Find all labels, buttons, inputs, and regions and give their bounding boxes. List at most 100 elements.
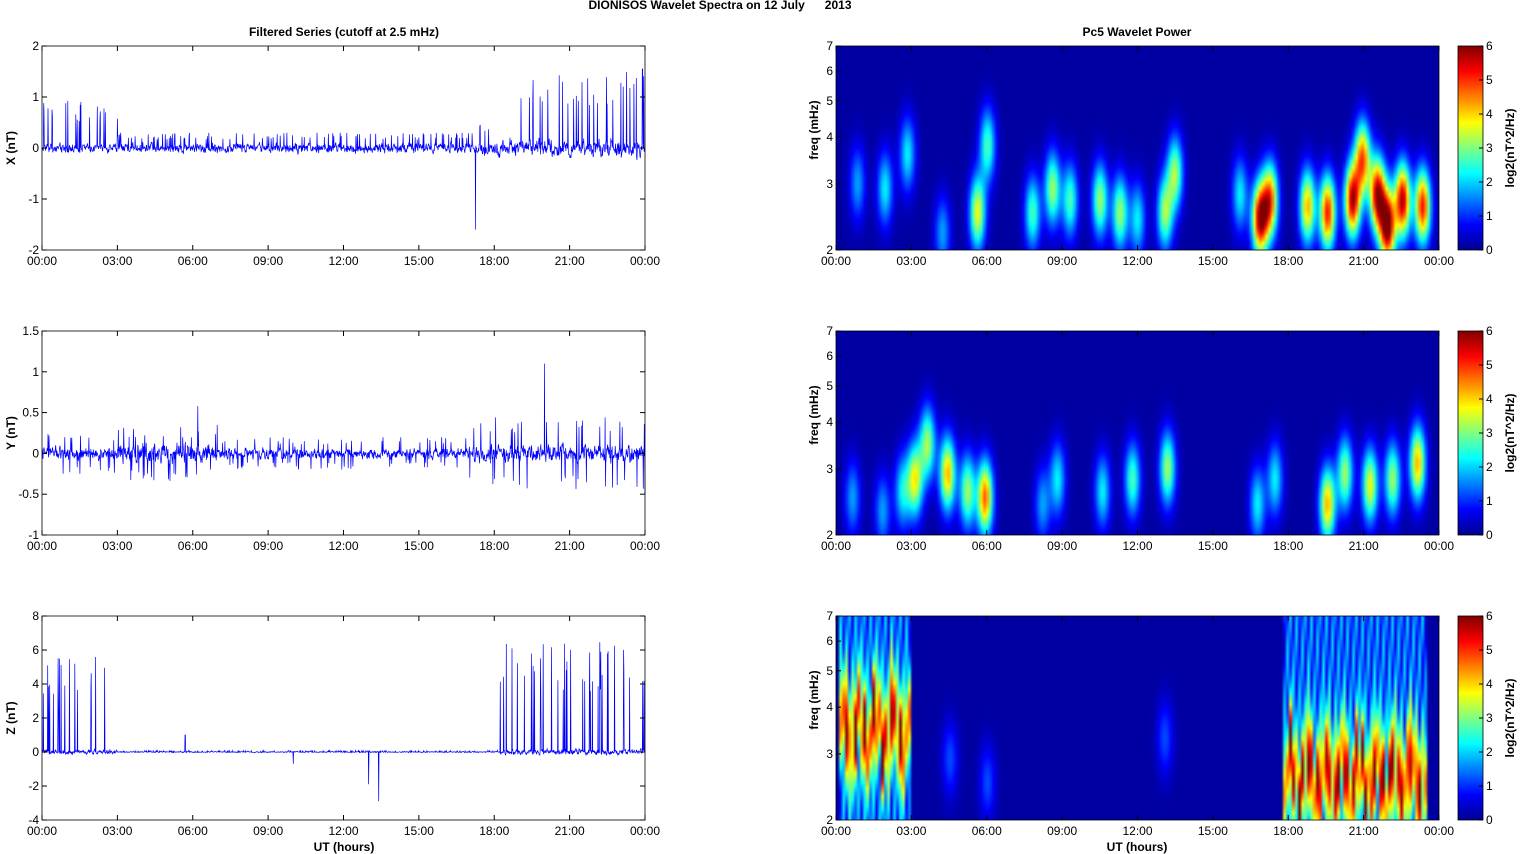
y-axis-label: freq (mHz) [807,385,821,444]
y-tick-label: 6 [826,634,833,648]
y-tick-label: 6 [826,349,833,363]
series-line [41,68,646,230]
x-tick-label: 06:00 [972,254,1002,268]
y-tick-label: 3 [826,177,833,191]
figure-suptitle: DIONISOS Wavelet Spectra on 12 July 2013 [589,0,852,12]
x-tick-label: 15:00 [1198,539,1228,553]
y-tick-label: 3 [826,462,833,476]
wavelet-power-image [836,616,1439,820]
y-tick-label: -2 [28,779,39,793]
x-tick-label: 18:00 [479,254,509,268]
y-tick-label: 1 [32,365,39,379]
x-tick-label: 18:00 [479,824,509,838]
x-tick-label: 00:00 [821,254,851,268]
series-line [41,363,646,495]
x-tick-label: 00:00 [630,824,660,838]
colorbar-label: log2(nT^2/Hz) [1503,393,1517,472]
y-tick-label: 4 [826,700,833,714]
y-axis-label: freq (mHz) [807,670,821,729]
x-tick-label: 03:00 [102,539,132,553]
colorbar-tick-label: 1 [1486,779,1493,793]
y-tick-label: -1 [28,192,39,206]
y-tick-label: 0 [32,446,39,460]
y-wavelet-panel: 2 3 4 5 6 7 00:00 03:00 06:00 09:00 12:00 15:00 18:0… [807,324,1517,553]
x-tick-label: 03:00 [102,254,132,268]
y-series-panel: -1 -0.5 0 0.5 1 1.5 00:00 03:00 06:00 09:00 12:00 1… [4,324,660,553]
x-tick-label: 00:00 [1424,254,1454,268]
y-tick-label: 6 [826,64,833,78]
x-tick-label: 03:00 [896,539,926,553]
x-tick-label: 12:00 [328,254,358,268]
y-tick-label: 7 [826,39,833,53]
y-axis-label: Y (nT) [4,416,18,450]
y-tick-label: 2 [826,243,833,257]
y-tick-label: 4 [826,415,833,429]
x-tick-label: 21:00 [555,254,585,268]
colorbar-tick-label: 0 [1486,243,1493,257]
colorbar [1457,615,1484,821]
x-tick-label: 15:00 [1198,824,1228,838]
x-tick-label: 06:00 [178,824,208,838]
x-axis-label-left: UT (hours) [314,840,375,854]
x-tick-label: 21:00 [1349,539,1379,553]
colorbar [1457,45,1484,251]
x-tick-label: 06:00 [972,539,1002,553]
x-tick-label: 00:00 [821,539,851,553]
y-axis-label: Z (nT) [4,701,18,734]
y-tick-label: 2 [826,528,833,542]
colorbar-tick-label: 5 [1486,73,1493,87]
x-tick-label: 06:00 [178,254,208,268]
colorbar-tick-label: 0 [1486,813,1493,827]
x-tick-label: 21:00 [555,824,585,838]
y-tick-label: 7 [826,609,833,623]
y-tick-label: 3 [826,747,833,761]
x-tick-label: 09:00 [1047,539,1077,553]
x-tick-label: 03:00 [896,254,926,268]
x-axis-label-right: UT (hours) [1107,840,1168,854]
y-tick-label: 1 [32,90,39,104]
y-tick-label: 5 [826,379,833,393]
x-tick-label: 09:00 [1047,254,1077,268]
y-tick-label: 1.5 [22,324,39,338]
z-series-panel: -4 -2 0 2 4 6 8 00:00 03:00 06:00 09:00 12:00 15:00 1… [4,609,660,838]
y-tick-label: 4 [826,130,833,144]
y-tick-label: 8 [32,609,39,623]
colorbar-tick-label: 4 [1486,677,1493,691]
x-tick-label: 09:00 [253,824,283,838]
colorbar-tick-label: 4 [1486,107,1493,121]
colorbar-tick-label: 6 [1486,609,1493,623]
colorbar-tick-label: 3 [1486,711,1493,725]
x-tick-label: 15:00 [404,254,434,268]
y-tick-label: 0 [32,745,39,759]
colorbar-tick-label: 2 [1486,175,1493,189]
x-tick-label: 00:00 [1424,539,1454,553]
wavelet-power-image [836,46,1439,250]
colorbar-tick-label: 2 [1486,460,1493,474]
plot-background [42,331,645,535]
colorbar [1457,330,1484,536]
x-tick-label: 00:00 [27,824,57,838]
y-tick-label: 0.5 [22,406,39,420]
x-tick-label: 15:00 [1198,254,1228,268]
y-tick-label: 5 [826,664,833,678]
x-tick-label: 18:00 [1273,824,1303,838]
y-tick-label: 6 [32,643,39,657]
x-tick-label: 06:00 [178,539,208,553]
y-tick-label: 2 [826,813,833,827]
y-tick-label: 0 [32,141,39,155]
x-tick-label: 15:00 [404,539,434,553]
right-column-title: Pc5 Wavelet Power [1083,25,1192,39]
x-tick-label: 00:00 [630,539,660,553]
colorbar-tick-label: 1 [1486,494,1493,508]
y-tick-label: -4 [28,813,39,827]
y-axis-label: X (nT) [4,131,18,165]
x-tick-label: 18:00 [479,539,509,553]
x-series-panel: -2 -1 0 1 2 00:00 03:00 06:00 09:00 12:00 15:00 18:… [4,39,660,268]
x-tick-label: 18:00 [1273,539,1303,553]
y-tick-label: 2 [32,39,39,53]
x-tick-label: 00:00 [27,539,57,553]
x-tick-label: 06:00 [972,824,1002,838]
colorbar-tick-label: 4 [1486,392,1493,406]
colorbar-tick-label: 5 [1486,643,1493,657]
